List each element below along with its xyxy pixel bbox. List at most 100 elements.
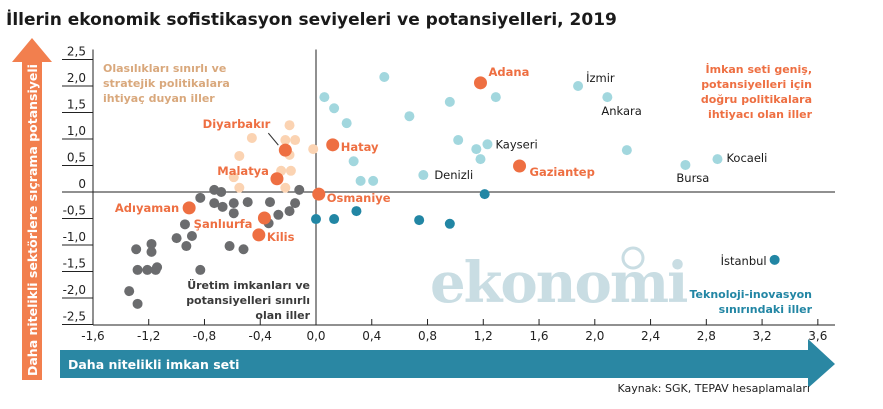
point-bottom-left xyxy=(228,198,239,209)
point-bottom-left xyxy=(131,244,142,255)
quadrant-label-top-left: stratejik politikalara xyxy=(103,77,230,90)
point-top-right xyxy=(341,118,352,129)
point-top-right-Ankara xyxy=(602,92,613,103)
y-tick-label: 2,0 xyxy=(67,71,86,85)
point-top-right-Bursa xyxy=(680,159,691,170)
point-bottom-left xyxy=(142,264,153,275)
point-top-left xyxy=(285,165,296,176)
point-bottom-left xyxy=(195,192,206,203)
x-tick-label: 0,4 xyxy=(362,329,381,343)
x-tick-label: 0,8 xyxy=(418,329,437,343)
point-highlight-Gaziantep xyxy=(513,159,527,173)
point-top-right xyxy=(453,135,464,146)
point-top-left xyxy=(290,135,301,146)
point-highlight-Adana xyxy=(473,76,487,90)
point-bottom-right xyxy=(414,215,425,226)
point-top-right-Denizli xyxy=(418,170,429,181)
quadrant-label-top-right: potansiyelleri için xyxy=(701,78,812,91)
point-label: Bursa xyxy=(676,171,709,185)
point-highlight-Diyarbakır xyxy=(278,143,292,157)
quadrant-label-top-right: İmkan seti geniş, xyxy=(706,62,812,76)
leader-line xyxy=(267,132,279,146)
point-bottom-left xyxy=(171,233,182,244)
x-tick-label: 0,0 xyxy=(306,329,325,343)
point-top-left xyxy=(234,150,245,161)
point-labels: İzmir Ankara Kayseri Denizli Bursa Kocaeli İst… xyxy=(115,65,767,268)
x-tick-label: -0,8 xyxy=(193,329,216,343)
point-top-right xyxy=(355,175,366,186)
point-bottom-left xyxy=(132,298,143,309)
point-bottom-left xyxy=(284,206,295,217)
y-tick-label: -2,0 xyxy=(63,283,86,297)
point-label: Osmaniye xyxy=(327,191,391,205)
point-label: Malatya xyxy=(217,164,269,178)
point-top-right xyxy=(471,144,482,155)
point-top-right xyxy=(319,92,330,103)
point-bottom-left xyxy=(216,187,227,197)
point-highlight-Adıyaman xyxy=(182,201,196,215)
y-tick-label: 1,5 xyxy=(67,98,86,112)
point-top-left xyxy=(284,120,295,131)
quadrant-label-bottom-left: potansiyelleri sınırlı xyxy=(186,294,310,307)
point-bottom-right xyxy=(479,189,490,200)
point-bottom-right xyxy=(311,214,321,225)
y-axis-arrow-shape xyxy=(12,38,52,380)
y-tick-label: 0 xyxy=(78,177,86,191)
point-label: Kilis xyxy=(267,230,295,244)
data-points xyxy=(124,71,780,309)
axes: 2,5 2,0 1,5 1,0 0,5 0 -0,5 -1,0 -1,5 -2,0 -2,5 -1,6… xyxy=(62,45,835,343)
point-bottom-left xyxy=(195,264,206,275)
quadrant-label-bottom-right: sınırındaki iller xyxy=(719,303,813,316)
point-top-right xyxy=(329,103,340,114)
point-bottom-left xyxy=(146,238,157,249)
y-tick-label: 1,0 xyxy=(67,124,86,138)
x-axis-label: Daha nitelikli imkan seti xyxy=(68,357,239,372)
point-top-right xyxy=(348,156,359,167)
point-top-right xyxy=(490,92,501,103)
point-bottom-left xyxy=(209,198,220,209)
quadrant-label-top-right: ihtiyacı olan iller xyxy=(708,108,813,121)
source-note: Kaynak: SGK, TEPAV hesaplamaları xyxy=(617,382,810,395)
watermark-text: ekonomi xyxy=(430,250,687,316)
point-bottom-left xyxy=(186,230,197,241)
point-highlight-Şanlıurfa xyxy=(257,211,271,225)
point-top-right xyxy=(444,96,455,107)
point-label: Şanlıurfa xyxy=(194,217,253,231)
point-bottom-left xyxy=(294,184,305,195)
point-top-right xyxy=(475,154,486,165)
point-top-left xyxy=(280,135,291,146)
x-tick-label: -1,2 xyxy=(137,329,160,343)
point-top-right-Kayseri xyxy=(482,139,493,150)
point-bottom-left xyxy=(273,209,284,220)
point-bottom-left xyxy=(264,197,275,208)
point-bottom-left xyxy=(181,241,192,252)
point-label: Denizli xyxy=(434,168,473,182)
x-axis-arrow-shape xyxy=(60,339,835,388)
point-top-right-İzmir xyxy=(573,81,584,91)
point-highlight-Kilis xyxy=(252,228,266,242)
quadrant-label-bottom-right: Teknoloji-inovasyon xyxy=(690,288,813,301)
y-tick-label: -1,0 xyxy=(63,230,86,244)
y-tick-label: -2,5 xyxy=(63,310,86,324)
point-top-right xyxy=(379,71,390,82)
point-bottom-left xyxy=(132,264,143,275)
x-tick-label: 3,2 xyxy=(753,329,772,343)
quadrant-label-bottom-left: Üretim imkanları ve xyxy=(187,278,310,292)
point-bottom-left xyxy=(238,244,249,255)
y-axis-label: Daha nitelikli sektörlere sıçrama potans… xyxy=(25,64,40,376)
quadrant-label-top-right: doğru politikalara xyxy=(701,93,812,106)
x-tick-label: 1,6 xyxy=(529,329,548,343)
point-top-right xyxy=(404,111,415,122)
y-axis-arrow: Daha nitelikli sektörlere sıçrama potans… xyxy=(12,38,52,380)
point-highlight-Hatay xyxy=(326,138,340,152)
x-tick-label: 2,4 xyxy=(641,329,660,343)
point-bottom-right-İstanbul xyxy=(769,254,780,265)
point-label: Ankara xyxy=(601,104,641,118)
point-bottom-left xyxy=(224,241,235,252)
quadrant-label-bottom-left: olan iller xyxy=(255,309,310,322)
point-label: Kocaeli xyxy=(726,151,767,165)
point-highlight-Malatya xyxy=(270,172,284,186)
point-bottom-left xyxy=(124,286,135,297)
point-label: Diyarbakır xyxy=(203,117,271,131)
